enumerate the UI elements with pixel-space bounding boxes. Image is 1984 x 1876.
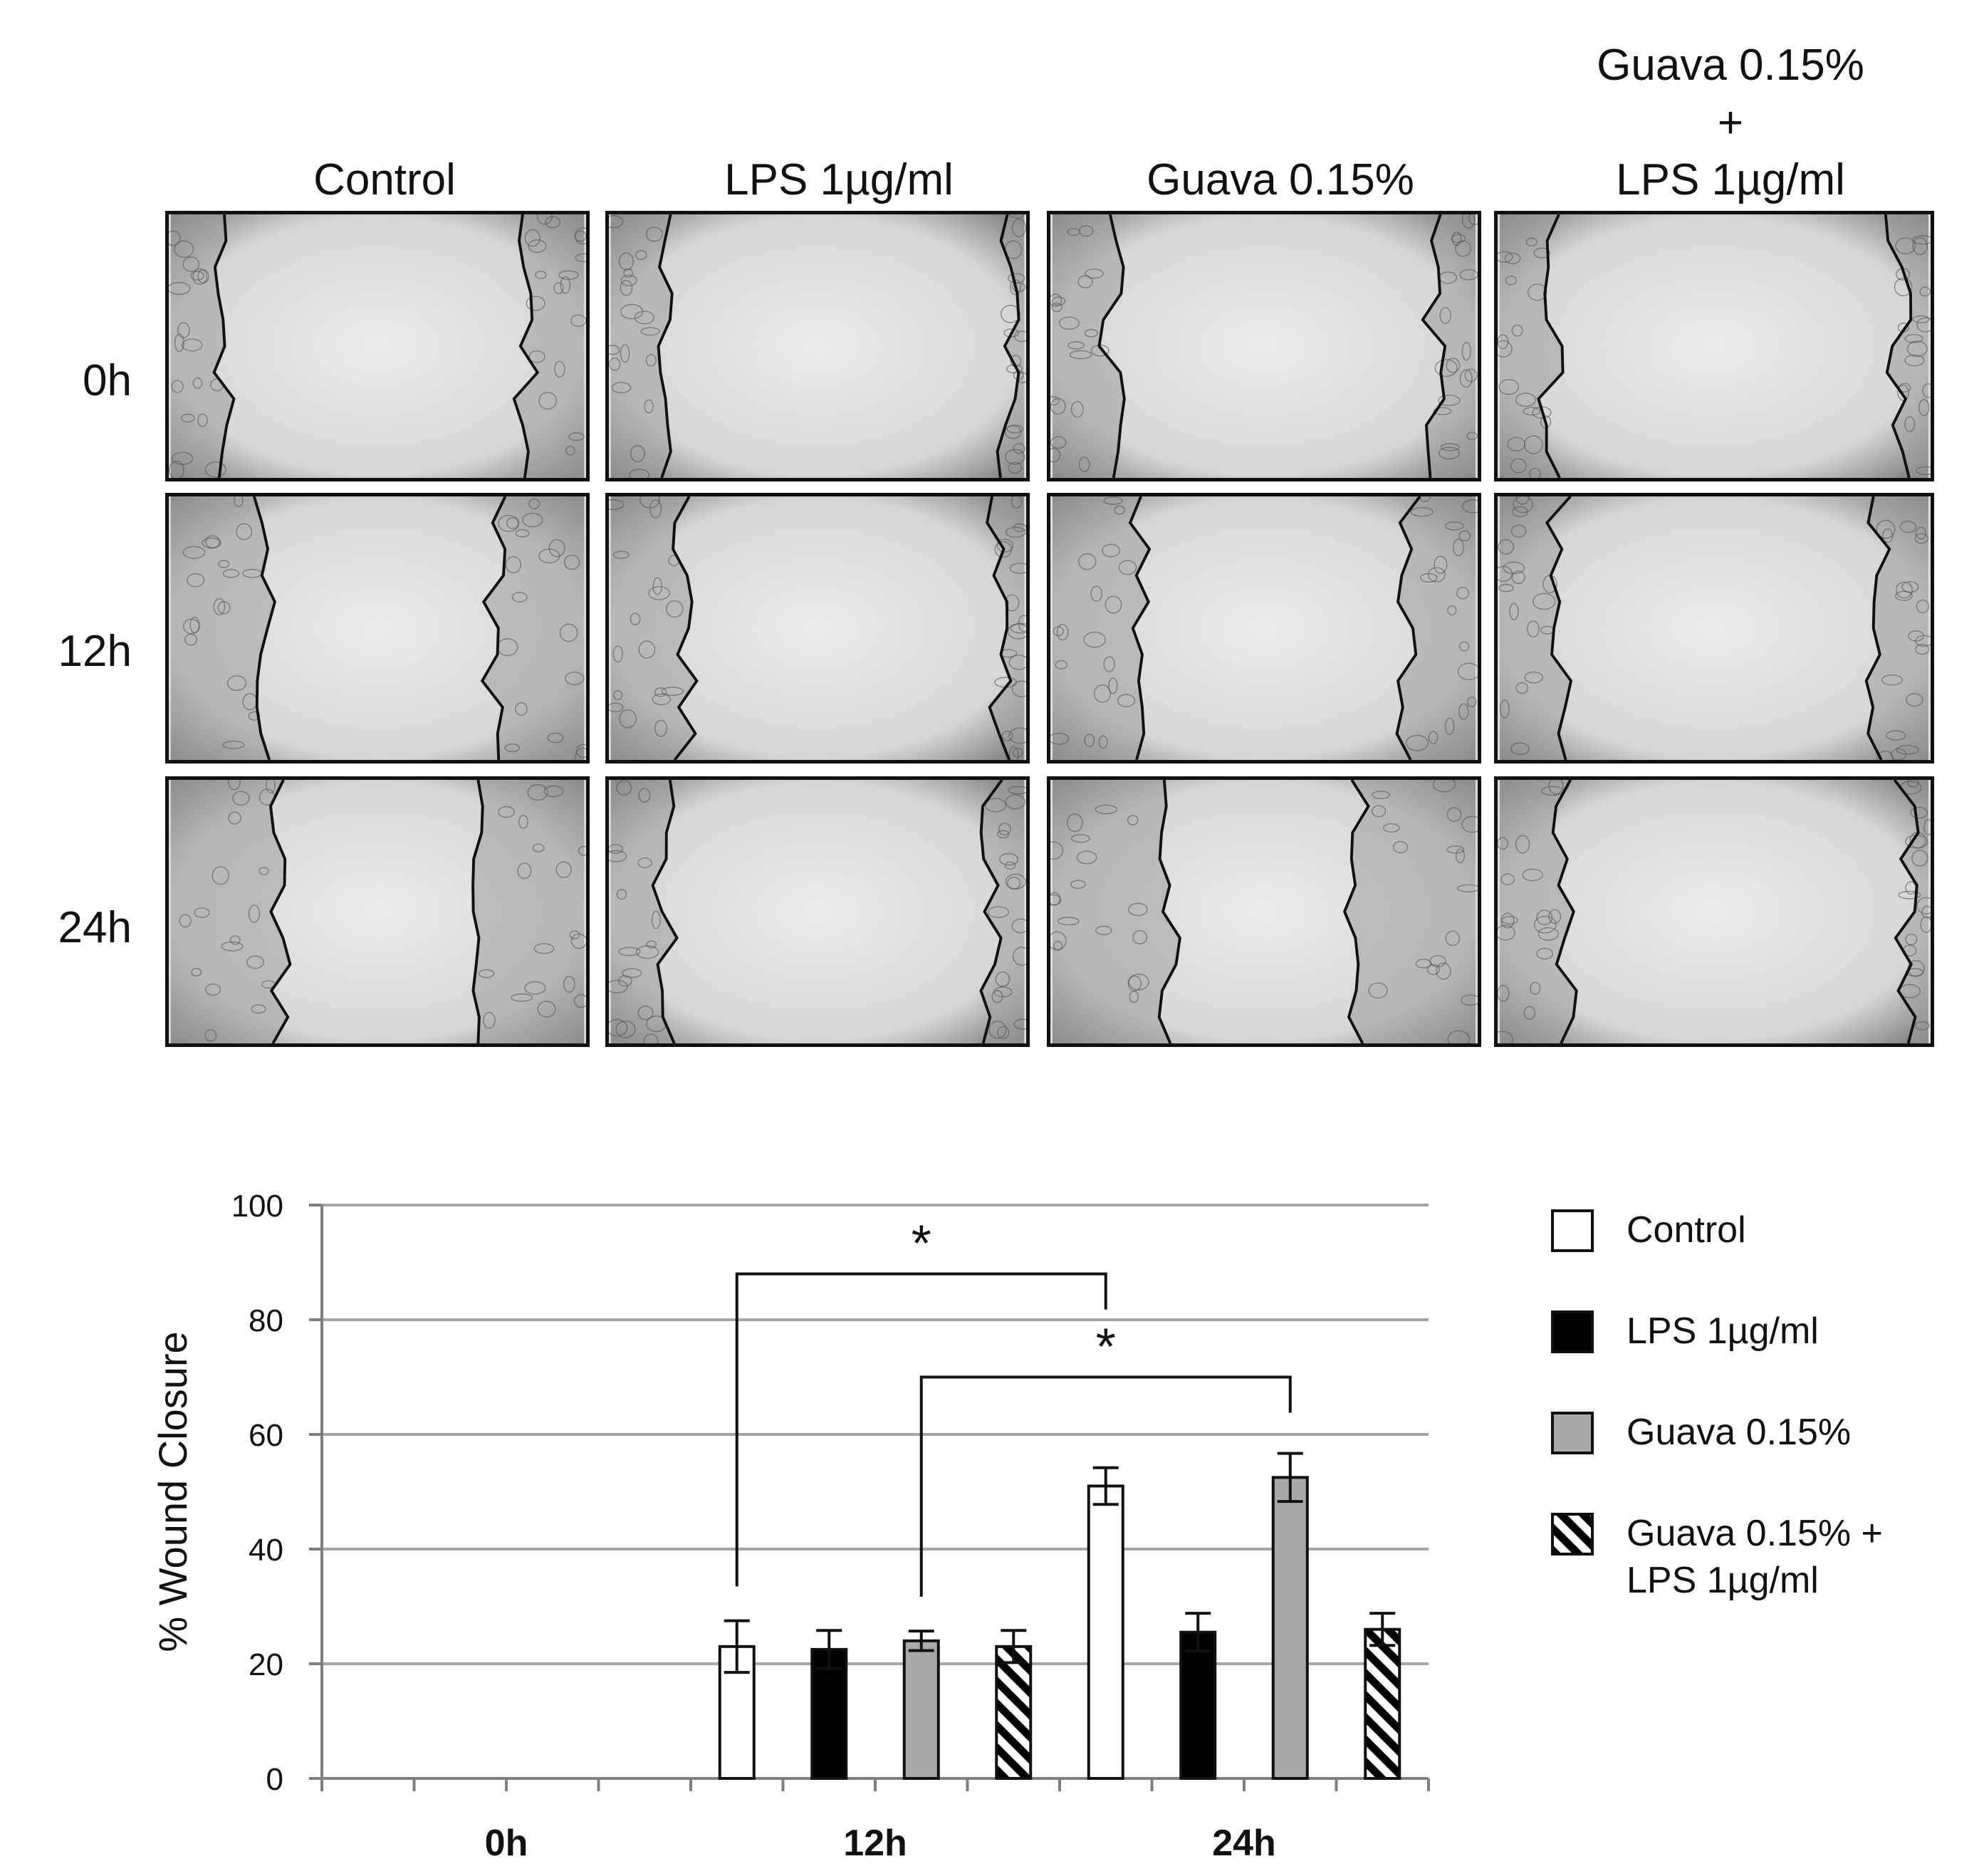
- column-label-guava-lps: Guava 0.15% + LPS 1µg/ml: [1597, 41, 1864, 205]
- microscopy-panel: [605, 493, 1030, 764]
- column-label-guava: Guava 0.15%: [1147, 155, 1414, 204]
- microscopy-panel: [1047, 776, 1481, 1047]
- legend-label: Guava 0.15%: [1627, 1412, 1851, 1453]
- row-label-0h: 0h: [83, 356, 132, 405]
- y-tick-label: 0: [266, 1762, 283, 1797]
- row-label-24h: 24h: [58, 903, 132, 952]
- microscopy-panel: [1047, 211, 1481, 481]
- legend-label: Control: [1627, 1209, 1746, 1251]
- significance-bracket: [735, 1272, 1107, 1587]
- y-tick-label: 40: [249, 1533, 283, 1568]
- x-tick-label: 24h: [1212, 1823, 1276, 1864]
- microscopy-panel: [605, 211, 1030, 481]
- column-label-lps: LPS 1µg/ml: [724, 155, 954, 204]
- legend-swatch: [1551, 1412, 1594, 1454]
- legend-swatch: [1551, 1513, 1594, 1555]
- legend-label: Guava 0.15% + LPS 1µg/ml: [1627, 1513, 1883, 1601]
- x-tick-label: 0h: [485, 1823, 528, 1864]
- bar: [902, 1639, 940, 1780]
- y-tick-label: 80: [249, 1303, 283, 1338]
- microscopy-panel: [165, 776, 590, 1047]
- wound-closure-chart: 0 20 40 60 80 100 % Wound Closure 0h 12h 24h * * Con…: [150, 1189, 1883, 1864]
- microscopy-panel: [1494, 493, 1934, 764]
- legend-label: LPS 1µg/ml: [1627, 1310, 1819, 1352]
- bar: [1087, 1484, 1124, 1780]
- microscopy-panel: [1494, 211, 1934, 481]
- legend-swatch: [1551, 1209, 1594, 1252]
- legend-swatch: [1551, 1310, 1594, 1353]
- significance-bracket: [919, 1375, 1292, 1597]
- bar: [995, 1645, 1033, 1780]
- x-tick-label: 12h: [843, 1823, 907, 1864]
- microscopy-panel: [165, 211, 590, 481]
- bar: [1271, 1476, 1309, 1780]
- microscopy-panel: [605, 776, 1030, 1047]
- y-tick-label: 60: [249, 1418, 283, 1453]
- bar: [1364, 1627, 1401, 1781]
- bar: [1179, 1630, 1217, 1780]
- significance-star: *: [912, 1216, 931, 1273]
- microscopy-panel: [1494, 776, 1934, 1047]
- y-tick-label: 20: [249, 1647, 283, 1682]
- column-label-control: Control: [313, 155, 456, 204]
- microscopy-panel: [1047, 493, 1481, 764]
- microscopy-panel: [165, 493, 590, 764]
- row-label-12h: 12h: [58, 627, 132, 676]
- y-axis-title: % Wound Closure: [150, 1331, 195, 1652]
- significance-star: *: [1096, 1319, 1116, 1376]
- y-tick-label: 100: [231, 1189, 283, 1224]
